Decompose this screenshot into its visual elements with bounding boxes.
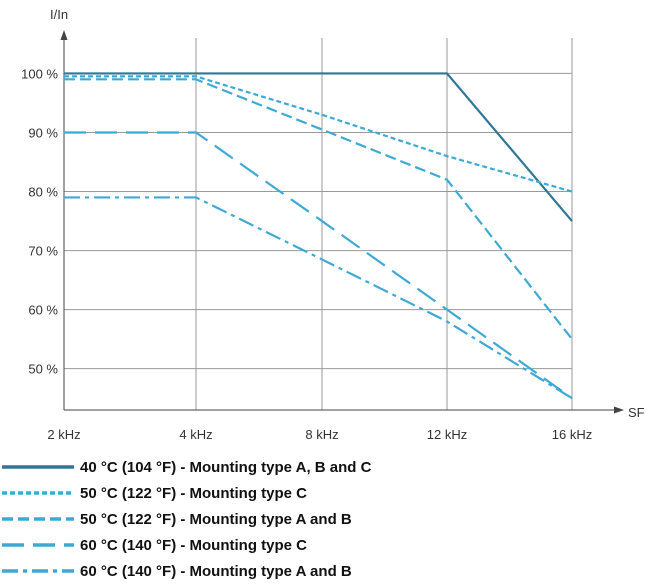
legend-label: 60 °C (140 °F) - Mounting type C xyxy=(80,537,307,554)
series-line xyxy=(64,131,573,400)
tick-labels: 2 kHz 4 kHz 8 kHz 12 kHz 16 kHz 100 % 90 % 80 %… xyxy=(21,66,592,442)
y-tick-label: 50 % xyxy=(28,362,58,377)
x-tick-label: 8 kHz xyxy=(305,427,338,442)
x-tick-label: 12 kHz xyxy=(427,427,467,442)
y-tick-label: 80 % xyxy=(28,185,58,200)
legend-label: 60 °C (140 °F) - Mounting type A and B xyxy=(80,563,352,580)
x-axis-label: SF xyxy=(628,405,645,420)
series-line xyxy=(64,196,573,400)
y-tick-label: 90 % xyxy=(28,125,58,140)
legend-label: 50 °C (122 °F) - Mounting type A and B xyxy=(80,511,352,528)
y-tick-label: 60 % xyxy=(28,303,58,318)
axes xyxy=(60,30,624,414)
legend-label: 50 °C (122 °F) - Mounting type C xyxy=(80,485,307,502)
x-tick-label: 2 kHz xyxy=(47,427,80,442)
x-tick-label: 16 kHz xyxy=(552,427,592,442)
legend: 40 °C (104 °F) - Mounting type A, B and … xyxy=(2,459,372,580)
x-tick-label: 4 kHz xyxy=(179,427,212,442)
series-line xyxy=(64,75,573,193)
grid xyxy=(64,38,573,410)
series-line xyxy=(64,72,573,222)
y-tick-label: 70 % xyxy=(28,244,58,259)
series-line xyxy=(64,78,573,340)
series-lines xyxy=(64,72,573,400)
x-axis-arrow-icon xyxy=(614,406,624,414)
y-tick-label: 100 % xyxy=(21,66,58,81)
y-axis-arrow-icon xyxy=(60,30,68,40)
y-axis-label: I/In xyxy=(50,7,68,22)
legend-label: 40 °C (104 °F) - Mounting type A, B and … xyxy=(80,459,372,476)
